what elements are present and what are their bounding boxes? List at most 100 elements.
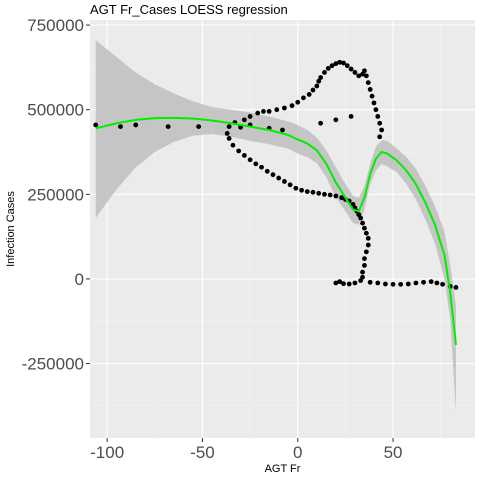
- data-point: [230, 142, 236, 148]
- data-point: [369, 93, 375, 99]
- confidence-band-layer: [95, 40, 456, 413]
- data-point: [362, 68, 367, 74]
- data-point: [264, 168, 270, 174]
- data-point: [367, 279, 373, 285]
- data-point: [375, 280, 381, 286]
- data-point: [322, 70, 327, 75]
- data-point: [362, 262, 367, 268]
- data-point: [362, 225, 367, 231]
- data-point: [299, 187, 304, 193]
- data-point: [434, 280, 440, 286]
- data-point: [373, 107, 379, 113]
- data-point: [266, 108, 272, 114]
- data-point: [440, 281, 445, 287]
- data-point: [287, 182, 293, 188]
- loess-line: [95, 116, 457, 346]
- data-point: [363, 249, 369, 255]
- data-point: [282, 105, 287, 111]
- data-point: [377, 134, 383, 140]
- data-point: [365, 235, 371, 241]
- y-tick-label: 250000: [27, 185, 84, 204]
- data-point: [363, 73, 369, 79]
- data-point: [344, 63, 350, 69]
- data-point: [118, 124, 123, 130]
- data-point: [226, 124, 232, 130]
- data-point: [333, 193, 339, 199]
- data-point: [358, 278, 364, 284]
- data-point: [224, 130, 230, 136]
- data-point: [325, 66, 331, 71]
- y-tick-label: 0: [75, 270, 84, 289]
- data-point: [360, 269, 365, 275]
- data-point: [310, 189, 316, 195]
- data-point: [379, 127, 385, 133]
- data-point: [301, 95, 306, 101]
- x-tick-label: -100: [90, 443, 124, 462]
- data-point: [93, 122, 99, 128]
- data-point: [280, 127, 285, 133]
- data-point: [261, 108, 266, 114]
- data-point: [253, 161, 259, 167]
- y-tick-label: -250000: [22, 355, 84, 374]
- data-point: [316, 78, 322, 84]
- data-point: [383, 281, 388, 287]
- data-point: [421, 279, 426, 285]
- data-point: [333, 280, 339, 286]
- data-point: [295, 99, 301, 105]
- data-point: [365, 242, 371, 248]
- data-point: [348, 66, 354, 72]
- data-point: [236, 148, 242, 154]
- data-point: [405, 281, 411, 287]
- data-point: [413, 280, 419, 286]
- data-point: [348, 114, 354, 119]
- y-axis-title: Infection Cases: [5, 191, 17, 267]
- data-point: [398, 281, 404, 287]
- data-point: [329, 63, 335, 69]
- data-point: [356, 73, 362, 79]
- data-point: [255, 110, 261, 116]
- data-point: [337, 279, 343, 285]
- data-point: [352, 280, 358, 286]
- axis-ticks: -100 -50 0 50 -250000 0 250000 500000 750000: [22, 16, 403, 462]
- data-point: [341, 281, 346, 287]
- data-point: [276, 175, 282, 181]
- data-point: [247, 157, 253, 163]
- data-point: [428, 279, 434, 285]
- data-point: [358, 215, 364, 221]
- data-point: [352, 70, 358, 75]
- x-axis-title: AGT Fr: [265, 463, 301, 475]
- data-point: [274, 107, 280, 113]
- data-point: [259, 164, 264, 170]
- data-point: [360, 220, 365, 226]
- data-point: [362, 256, 367, 262]
- y-tick-label: 500000: [27, 101, 84, 120]
- data-point: [318, 75, 324, 80]
- data-point: [310, 87, 316, 93]
- data-point: [346, 281, 352, 287]
- data-point: [365, 80, 371, 86]
- data-point: [226, 136, 232, 141]
- data-point: [316, 190, 322, 196]
- data-point: [363, 230, 369, 236]
- data-point: [377, 120, 383, 126]
- data-point: [241, 152, 247, 158]
- x-tick-label: 0: [293, 443, 302, 462]
- data-point: [165, 124, 171, 130]
- data-point: [314, 83, 320, 89]
- data-point: [339, 195, 344, 201]
- data-point: [453, 284, 459, 290]
- data-point: [322, 191, 327, 197]
- data-point: [289, 103, 295, 109]
- data-point: [196, 124, 202, 130]
- data-point: [341, 60, 346, 66]
- data-point: [247, 114, 253, 119]
- data-point: [293, 185, 299, 191]
- data-point: [337, 59, 343, 65]
- x-tick-label: -50: [190, 443, 215, 462]
- data-point: [390, 281, 396, 287]
- y-tick-label: 750000: [27, 16, 84, 35]
- confidence-band: [95, 40, 456, 413]
- data-point: [327, 192, 333, 198]
- data-point: [333, 117, 339, 123]
